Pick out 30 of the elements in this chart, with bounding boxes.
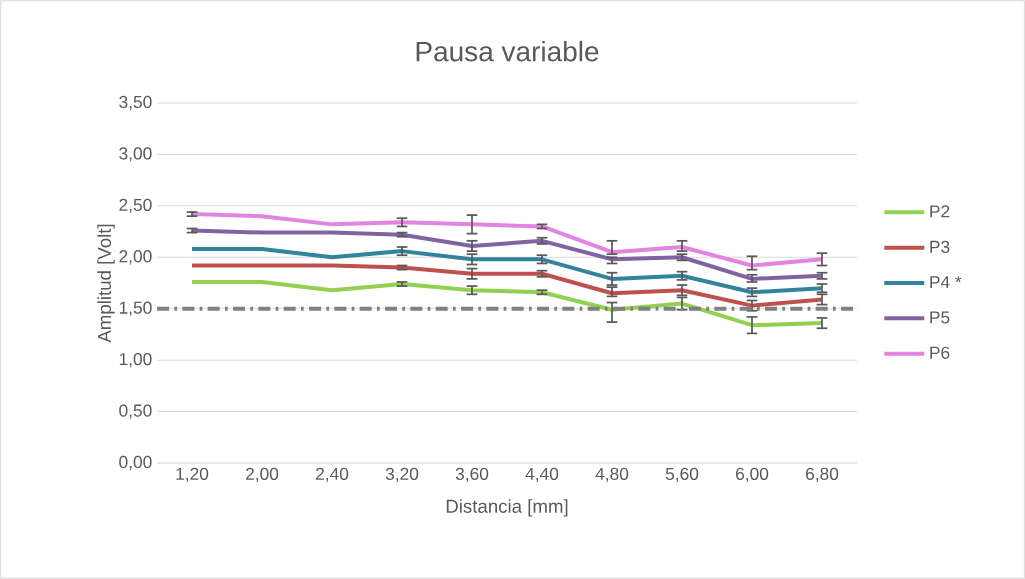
x-tick-label: 6,80 (806, 467, 839, 483)
x-tick-label: 4,40 (525, 467, 559, 483)
y-tick-label: 0,00 (119, 455, 152, 471)
y-tick-label: 2,00 (119, 250, 152, 265)
x-tick-label: 1,20 (176, 467, 209, 483)
y-tick-label: 2,50 (119, 198, 152, 214)
chart-title: Pausa variable (416, 40, 599, 62)
y-axis-title: Amplitud [Volt] (97, 224, 115, 343)
legend-label: P3 (930, 240, 950, 253)
line-series (190, 228, 824, 281)
legend-label: P2 (930, 205, 950, 218)
line-series (190, 212, 824, 268)
y-tick-label: 1,50 (119, 301, 152, 316)
legend-label: P6 (930, 346, 950, 359)
x-tick-label: 2,00 (246, 467, 279, 483)
legend-label: P4 * (930, 276, 962, 289)
y-tick-label: 3,00 (119, 147, 152, 162)
line-series (190, 279, 824, 328)
legend-label: P5 (930, 311, 950, 324)
y-tick-label: 0,50 (119, 404, 152, 419)
x-tick-label: 2,40 (316, 467, 349, 483)
line-series (190, 247, 824, 295)
x-tick-label: 6,00 (736, 467, 769, 483)
x-tick-label: 3,60 (455, 467, 489, 483)
x-axis-title: Distancia [mm] (446, 499, 568, 517)
y-tick-label: 3,50 (119, 95, 152, 111)
x-tick-label: 3,20 (385, 467, 419, 483)
x-tick-label: 5,60 (665, 467, 699, 483)
x-tick-label: 4,80 (595, 467, 629, 483)
y-tick-label: 1,00 (119, 352, 152, 368)
